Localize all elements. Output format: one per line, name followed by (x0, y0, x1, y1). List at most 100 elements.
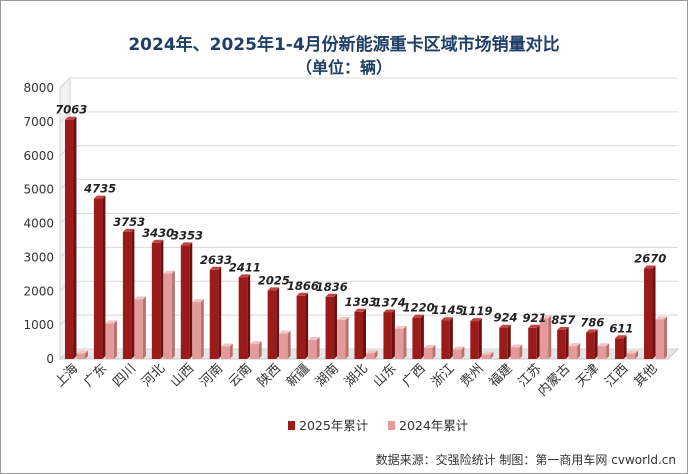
x-tick-label: 云南 (225, 361, 255, 391)
bar-2025-top (441, 317, 453, 321)
chart-subtitle: （单位：辆） (295, 58, 392, 77)
x-tick-label: 广西 (400, 361, 429, 390)
bar-2024-side (635, 350, 639, 359)
bar-2025 (122, 231, 132, 359)
bar-2024-top (626, 350, 639, 354)
bar-2025-side (73, 116, 77, 359)
bar-2025-top (470, 318, 482, 322)
bar-2025-top (354, 308, 366, 312)
bar-2025 (151, 242, 161, 359)
bar-2024-top (76, 350, 88, 354)
bar-2024-top (134, 296, 146, 300)
legend-swatch (288, 421, 295, 430)
bar-2025 (296, 295, 306, 359)
bar-2025-top (93, 195, 106, 199)
data-label: 611 (609, 321, 633, 335)
bar-2025 (586, 332, 595, 359)
bar-2025-top (644, 265, 656, 269)
bar-2025 (267, 290, 277, 359)
bar-2024-side (664, 316, 668, 359)
y-tick-label: 4000 (23, 217, 54, 231)
gridline-depth (59, 77, 71, 89)
legend-label: 2024年累计 (399, 418, 468, 433)
legend-label: 2025年累计 (299, 418, 368, 433)
bar-2024-side (432, 344, 436, 359)
bar-2024-side (171, 270, 175, 359)
bar-2024-top (539, 315, 552, 319)
bar-2024 (394, 328, 404, 359)
bar-2024-top (655, 316, 668, 320)
data-label: 1393 (345, 295, 377, 309)
data-label: 2633 (200, 253, 232, 267)
bar-2025 (238, 277, 248, 359)
bar-2024-top (452, 346, 465, 350)
bar-2025-top (586, 329, 598, 333)
bar-2025-side (478, 318, 482, 359)
bar-2024-side (229, 343, 233, 359)
bar-2024-top (394, 325, 407, 329)
bar-2024-top (308, 337, 320, 341)
y-tick-label: 1000 (23, 318, 54, 332)
bar-2024-top (510, 344, 523, 348)
bar-2025 (499, 327, 508, 359)
bar-2024 (134, 299, 143, 359)
bar-2025 (470, 321, 479, 359)
x-tick-label: 四川 (110, 361, 139, 390)
bar-2024 (510, 347, 520, 359)
bar-2024 (163, 273, 172, 359)
data-label: 1866 (287, 279, 319, 293)
bar-2024-side (577, 343, 581, 359)
bar-2024-top (192, 299, 204, 303)
data-label: 2670 (634, 252, 666, 266)
bar-2024-side (606, 343, 610, 359)
bar-2024-side (142, 296, 146, 359)
bar-2025-side (218, 266, 222, 359)
x-tick-label: 浙江 (429, 361, 458, 390)
bar-2025-top (325, 293, 338, 297)
bar-2025 (412, 317, 421, 359)
bar-2024-side (374, 350, 378, 359)
bar-2025-top (615, 335, 627, 339)
bar-2024 (337, 320, 346, 359)
x-tick-label: 江西 (602, 361, 631, 390)
bar-2025-top (557, 326, 569, 330)
bar-2024 (308, 340, 317, 359)
bar-2025-side (305, 292, 309, 359)
bar-2025-side (391, 309, 395, 359)
bar-2025-side (363, 308, 366, 359)
bar-2025-side (623, 335, 627, 359)
bar-2025-top (180, 242, 193, 246)
bar-2025 (325, 296, 335, 359)
bar-2025-top (64, 116, 77, 120)
y-tick-label: 0 (46, 352, 54, 366)
bar-2024 (481, 354, 491, 359)
bar-2025-top (209, 266, 222, 270)
bar-2025-side (652, 265, 656, 359)
bar-2024 (221, 346, 230, 359)
data-label: 2411 (229, 260, 261, 274)
data-label: 3753 (113, 215, 145, 229)
bar-2024-top (481, 351, 494, 355)
bar-2025-side (507, 324, 511, 359)
bar-2025-top (238, 274, 251, 278)
bar-2025-top (151, 239, 164, 243)
bar-2024 (279, 333, 288, 359)
gridline-depth (59, 111, 71, 123)
bar-2024 (423, 347, 433, 359)
x-tick-label: 河南 (196, 361, 226, 391)
bar-2024 (655, 319, 665, 359)
bar-2024-top (250, 341, 262, 345)
bar-2024-side (84, 350, 88, 359)
bar-2025-side (276, 287, 280, 359)
data-label: 1836 (316, 280, 348, 294)
bar-2025-side (594, 329, 598, 359)
data-label: 857 (551, 313, 575, 327)
bar-2025 (528, 327, 537, 359)
bar-2024 (568, 346, 578, 359)
bar-2024-side (461, 346, 465, 359)
data-label: 1220 (403, 301, 435, 315)
data-label: 3353 (171, 228, 203, 242)
bar-2025-side (102, 195, 106, 359)
data-label: 924 (494, 311, 518, 325)
